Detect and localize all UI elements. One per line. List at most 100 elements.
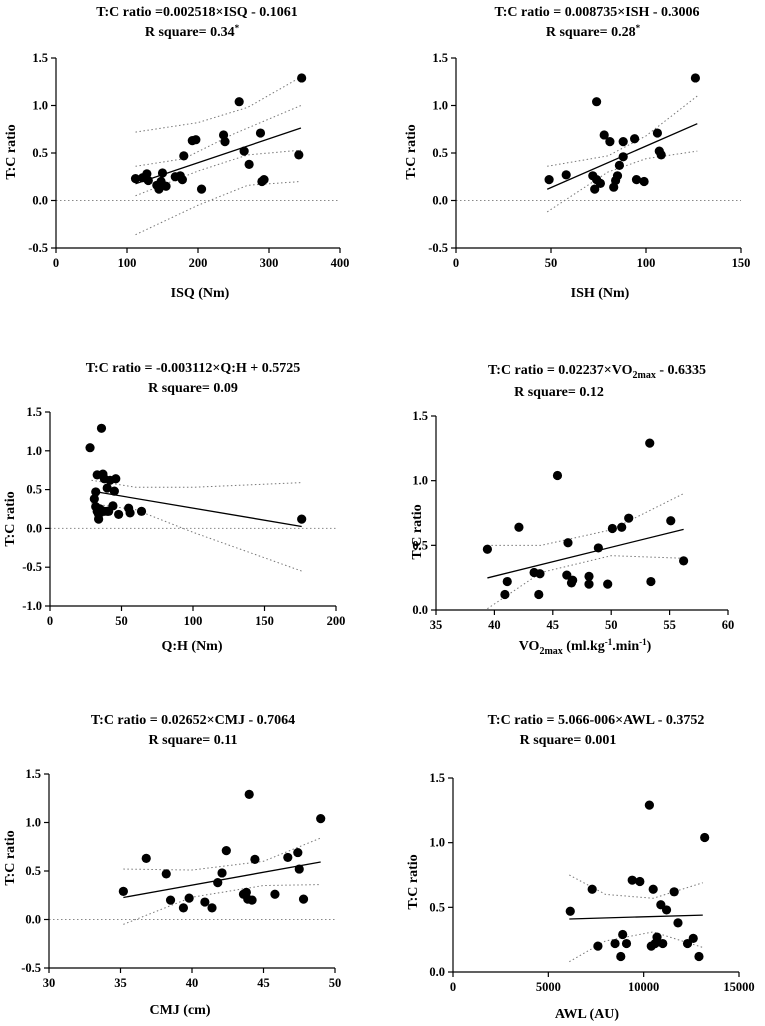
x-axis-label: ISH (Nm) xyxy=(571,286,630,301)
x-tick-label: 300 xyxy=(260,256,279,270)
confidence-band xyxy=(569,874,703,899)
chart-title-line2: R square= 0.34* xyxy=(145,23,240,40)
data-point xyxy=(694,951,704,962)
data-point xyxy=(610,938,620,949)
plot-area: -0.5 0.0 0.5 1.0 1.5 0 50 100 150 xyxy=(428,51,750,270)
x-tick-label: 45 xyxy=(257,976,270,990)
data-point xyxy=(178,903,189,913)
plot-area: -0.5 0.0 0.5 1.0 1.5 0 100 200 300 400 xyxy=(28,51,349,270)
y-tick-label: 1.5 xyxy=(26,405,42,419)
confidence-band xyxy=(91,479,302,488)
chart-panel-ish: T:C ratio = 0.008735×ISH - 0.3006 R squa… xyxy=(383,0,765,342)
x-axis-label: ISQ (Nm) xyxy=(171,286,230,301)
data-point xyxy=(502,576,512,587)
y-tick-label: 1.5 xyxy=(412,409,428,423)
data-point xyxy=(294,864,304,874)
y-tick-label: 1.0 xyxy=(429,836,445,850)
confidence-band xyxy=(487,555,684,610)
data-point xyxy=(234,97,244,107)
data-point xyxy=(109,486,119,496)
data-point xyxy=(688,933,698,943)
data-point xyxy=(111,474,121,484)
data-point xyxy=(652,932,662,942)
x-tick-label: 60 xyxy=(722,618,735,632)
data-point xyxy=(534,589,544,600)
y-tick-label: 1.5 xyxy=(432,51,448,65)
y-tick-label: -0.5 xyxy=(22,560,42,574)
data-point xyxy=(297,73,307,83)
chart-panel-qh: T:C ratio = -0.003112×Q:H + 0.5725 R squ… xyxy=(0,342,382,684)
data-point xyxy=(700,832,710,843)
data-point xyxy=(250,854,260,864)
x-axis-label: CMJ (cm) xyxy=(149,1003,210,1018)
data-point xyxy=(630,134,640,144)
data-point xyxy=(616,951,626,962)
x-tick-label: 35 xyxy=(114,976,127,990)
data-point xyxy=(652,128,662,138)
data-point xyxy=(646,576,656,587)
regression-line xyxy=(91,490,302,528)
regression-line xyxy=(487,528,684,579)
chart-title-line1: T:C ratio =0.002518×ISQ - 0.1061 xyxy=(96,5,298,20)
data-point xyxy=(221,846,231,856)
y-tick-label: 0.5 xyxy=(26,483,42,497)
data-point xyxy=(666,516,676,526)
x-tick-label: 0 xyxy=(450,980,456,994)
chart-panel-isq: T:C ratio =0.002518×ISQ - 0.1061 R squar… xyxy=(0,0,382,342)
x-tick-label: 0 xyxy=(47,614,53,628)
confidence-band xyxy=(135,181,301,236)
data-point xyxy=(565,906,575,916)
data-point xyxy=(298,894,309,904)
data-point xyxy=(130,174,141,184)
confidence-band xyxy=(135,105,302,167)
y-tick-label: 0.0 xyxy=(26,521,42,535)
data-point xyxy=(552,470,563,481)
data-point xyxy=(179,151,189,161)
data-point xyxy=(592,97,602,107)
data-point xyxy=(89,494,99,504)
data-point xyxy=(114,509,124,520)
data-point xyxy=(247,895,257,905)
x-tick-label: 30 xyxy=(43,976,56,990)
data-point xyxy=(213,878,223,888)
data-point xyxy=(161,181,171,191)
data-point xyxy=(673,918,683,928)
x-tick-label: 50 xyxy=(329,976,342,990)
plot-area: 0.0 0.5 1.0 1.5 0 5000 10000 15000 xyxy=(429,771,754,994)
data-point xyxy=(157,168,168,178)
x-tick-label: 150 xyxy=(255,614,274,628)
data-point xyxy=(141,853,151,863)
chart-qh: T:C ratio = -0.003112×Q:H + 0.5725 R squ… xyxy=(3,361,345,654)
chart-title-line1: T:C ratio = 0.02237×VO2max - 0.6335 xyxy=(488,363,706,381)
y-tick-label: 1.0 xyxy=(432,99,448,113)
y-tick-label: 0.5 xyxy=(25,864,41,878)
chart-title-line1: T:C ratio = 5.066-006×AWL - 0.3752 xyxy=(488,713,705,728)
chart-ish: T:C ratio = 0.008735×ISH - 0.3006 R squa… xyxy=(404,5,750,301)
data-point xyxy=(184,893,194,903)
data-point xyxy=(679,556,689,566)
x-tick-label: 100 xyxy=(637,256,656,270)
y-tick-label: 1.0 xyxy=(26,444,42,458)
data-point xyxy=(595,178,605,188)
x-tick-label: 50 xyxy=(545,256,558,270)
data-point xyxy=(584,579,594,589)
chart-title-line1: T:C ratio = 0.02652×CMJ - 0.7064 xyxy=(91,713,295,728)
data-point xyxy=(645,438,655,448)
x-tick-label: 50 xyxy=(605,618,618,632)
x-tick-label: 50 xyxy=(115,614,128,628)
x-tick-label: 100 xyxy=(118,256,137,270)
data-point xyxy=(584,571,594,581)
data-point xyxy=(143,175,153,186)
data-point xyxy=(207,903,217,913)
data-point xyxy=(607,523,617,534)
data-point xyxy=(644,800,654,810)
data-point xyxy=(639,176,649,187)
x-tick-label: 15000 xyxy=(723,980,754,994)
confidence-band xyxy=(135,149,301,197)
chart-awl: T:C ratio = 5.066-006×AWL - 0.3752 R squ… xyxy=(406,713,755,1022)
y-axis-label: T:C ratio xyxy=(410,504,425,559)
x-tick-label: 55 xyxy=(663,618,676,632)
data-point xyxy=(621,938,632,949)
data-point xyxy=(294,150,304,160)
confidence-band xyxy=(569,931,703,963)
